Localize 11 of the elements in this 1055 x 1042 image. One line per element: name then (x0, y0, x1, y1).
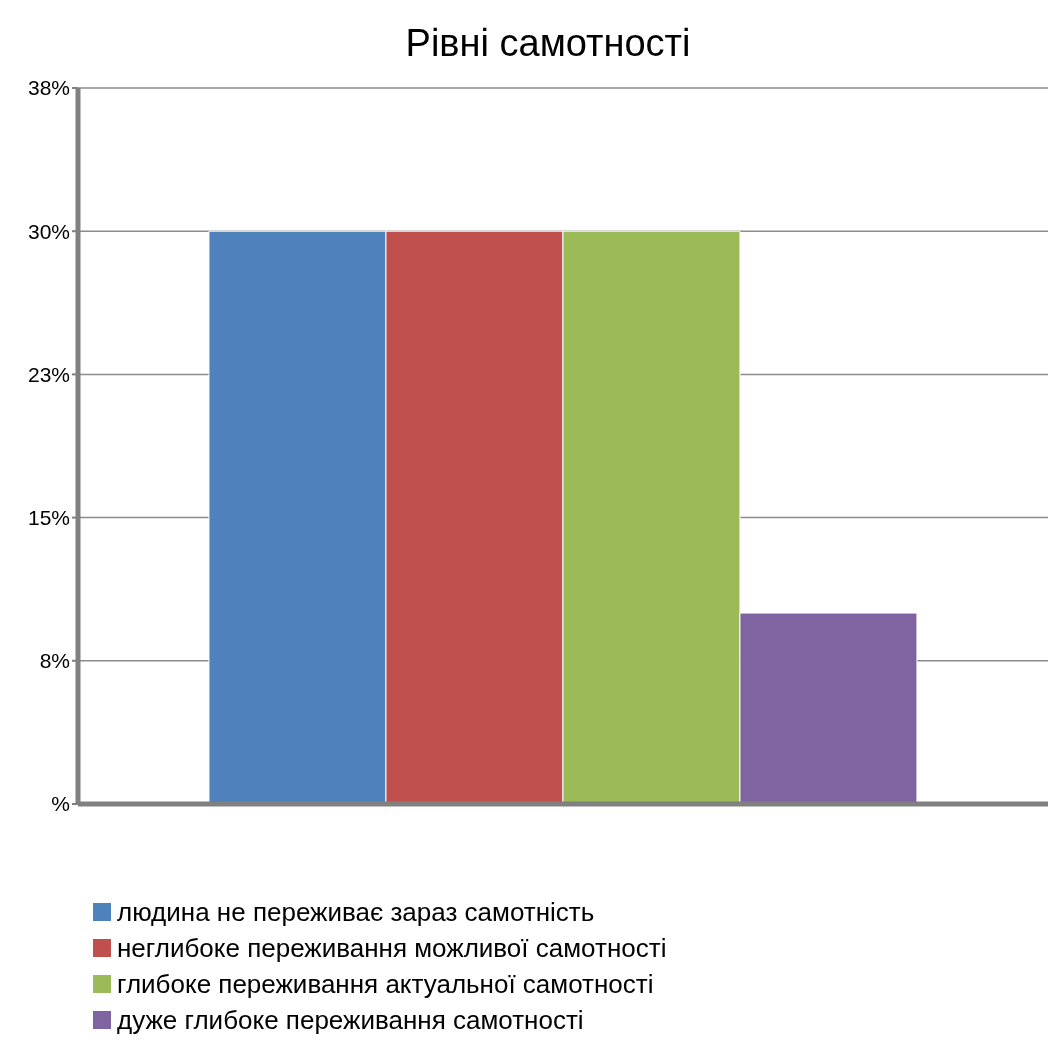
y-tick-label: % (51, 792, 70, 816)
y-tick-label: 38% (27, 76, 70, 100)
legend-label: людина не переживає зараз самотність (117, 896, 595, 929)
y-tick-label: 8% (39, 649, 70, 673)
legend-label: дуже глибоке переживання самотності (117, 1004, 584, 1037)
y-tick-label: 23% (27, 362, 70, 386)
chart-title: Рівні самотності (404, 21, 692, 66)
legend-label: глибоке переживання актуальної самотності (117, 968, 654, 1001)
y-tick-label: 15% (27, 506, 70, 530)
y-tick-label: 30% (27, 219, 70, 243)
legend-label: неглибоке переживання можливої самотності (117, 932, 667, 965)
